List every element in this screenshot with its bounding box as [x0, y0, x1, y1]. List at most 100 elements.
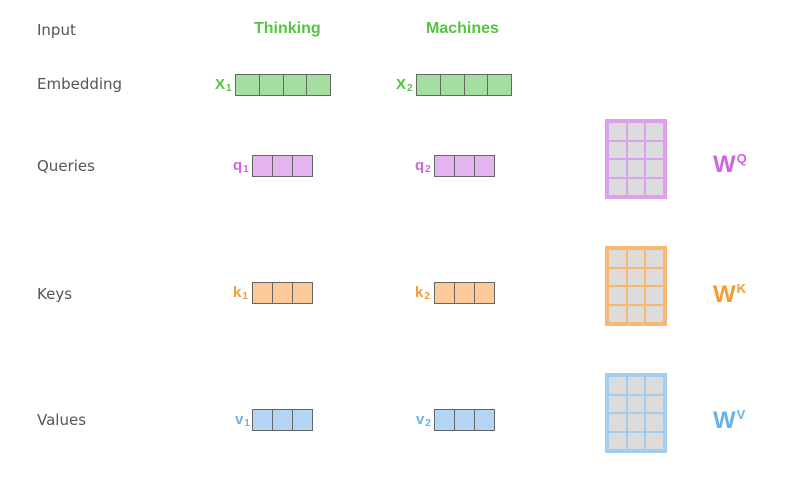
matrix-cell — [608, 140, 627, 159]
matrix-cell — [608, 122, 627, 141]
input-word-machines: Machines — [426, 20, 499, 37]
value-v1-base: v — [235, 411, 244, 428]
matrix-cell — [645, 394, 664, 413]
query-q1-base: q — [233, 157, 243, 174]
vector-cell — [454, 410, 474, 430]
matrix-cell — [626, 376, 646, 395]
matrix-cell — [626, 122, 646, 141]
value-label-v2: v2 — [416, 412, 431, 429]
matrix-cell — [626, 267, 646, 286]
vector-cell — [474, 156, 494, 176]
matrix-cell — [626, 140, 646, 159]
row-label-values: Values — [37, 411, 87, 429]
weight-matrix-value — [605, 373, 667, 453]
embedding-label-x1: X1 — [215, 77, 232, 94]
wv-superscript: V — [736, 407, 746, 422]
vector-cell — [292, 410, 312, 430]
embedding-vector-x2 — [416, 74, 512, 96]
vector-cell — [272, 410, 292, 430]
key-label-k2: k2 — [415, 285, 430, 302]
vector-cell — [272, 156, 292, 176]
wv-base: W — [713, 407, 736, 434]
weight-matrix-query — [605, 119, 667, 199]
vector-cell — [454, 283, 474, 303]
value-v1-subscript: 1 — [244, 418, 250, 429]
vector-cell — [435, 283, 454, 303]
row-label-queries: Queries — [37, 157, 95, 175]
matrix-cell — [645, 304, 664, 323]
matrix-cell — [626, 304, 646, 323]
key-vector-k2 — [434, 282, 495, 304]
matrix-cell — [626, 431, 646, 450]
matrix-cell — [608, 376, 627, 395]
embedding-vector-x1 — [235, 74, 331, 96]
vector-cell — [306, 75, 330, 95]
wk-base: W — [713, 281, 736, 308]
matrix-cell — [608, 286, 627, 305]
value-label-v1: v1 — [235, 412, 250, 429]
vector-cell — [292, 156, 312, 176]
matrix-cell — [645, 413, 664, 432]
matrix-cell — [626, 413, 646, 432]
wq-superscript: Q — [736, 151, 747, 166]
vector-cell — [236, 75, 259, 95]
query-vector-q2 — [434, 155, 495, 177]
embedding-x2-base: X — [396, 76, 407, 93]
row-label-embedding: Embedding — [37, 75, 123, 93]
vector-cell — [487, 75, 511, 95]
matrix-cell — [608, 177, 627, 196]
matrix-cell — [626, 286, 646, 305]
vector-cell — [439, 75, 464, 95]
embedding-x2-subscript: 2 — [407, 83, 413, 94]
weight-label-wv: WV — [713, 408, 745, 433]
key-k2-subscript: 2 — [424, 291, 430, 302]
input-word-thinking: Thinking — [254, 20, 321, 37]
value-v2-subscript: 2 — [425, 418, 431, 429]
value-vector-v2 — [434, 409, 495, 431]
query-label-q1: q1 — [233, 158, 249, 175]
matrix-cell — [608, 394, 627, 413]
vector-cell — [292, 283, 312, 303]
wk-superscript: K — [736, 281, 747, 296]
matrix-cell — [645, 249, 664, 268]
key-k2-base: k — [415, 284, 424, 301]
query-q1-subscript: 1 — [243, 164, 249, 175]
row-label-input: Input — [37, 21, 76, 39]
matrix-cell — [626, 394, 646, 413]
key-k1-subscript: 1 — [242, 291, 248, 302]
matrix-cell — [645, 267, 664, 286]
vector-cell — [454, 156, 474, 176]
vector-cell — [253, 156, 272, 176]
matrix-cell — [608, 431, 627, 450]
matrix-cell — [645, 286, 664, 305]
query-vector-q1 — [252, 155, 313, 177]
vector-cell — [435, 410, 454, 430]
query-label-q2: q2 — [415, 158, 431, 175]
value-v2-base: v — [416, 411, 425, 428]
matrix-cell — [645, 159, 664, 178]
matrix-cell — [626, 177, 646, 196]
matrix-cell — [626, 159, 646, 178]
matrix-cell — [608, 304, 627, 323]
value-vector-v1 — [252, 409, 313, 431]
matrix-cell — [608, 159, 627, 178]
weight-label-wk: WK — [713, 282, 746, 307]
key-label-k1: k1 — [233, 285, 248, 302]
query-q2-base: q — [415, 157, 425, 174]
query-q2-subscript: 2 — [425, 164, 431, 175]
key-vector-k1 — [252, 282, 313, 304]
row-label-keys: Keys — [37, 285, 73, 303]
vector-cell — [253, 283, 272, 303]
weight-matrix-key — [605, 246, 667, 326]
matrix-cell — [608, 413, 627, 432]
key-k1-base: k — [233, 284, 242, 301]
vector-cell — [474, 410, 494, 430]
embedding-label-x2: X2 — [396, 77, 413, 94]
matrix-cell — [608, 249, 627, 268]
embedding-x1-subscript: 1 — [226, 83, 232, 94]
matrix-cell — [645, 140, 664, 159]
matrix-cell — [645, 376, 664, 395]
vector-cell — [417, 75, 440, 95]
vector-cell — [258, 75, 283, 95]
matrix-cell — [626, 249, 646, 268]
